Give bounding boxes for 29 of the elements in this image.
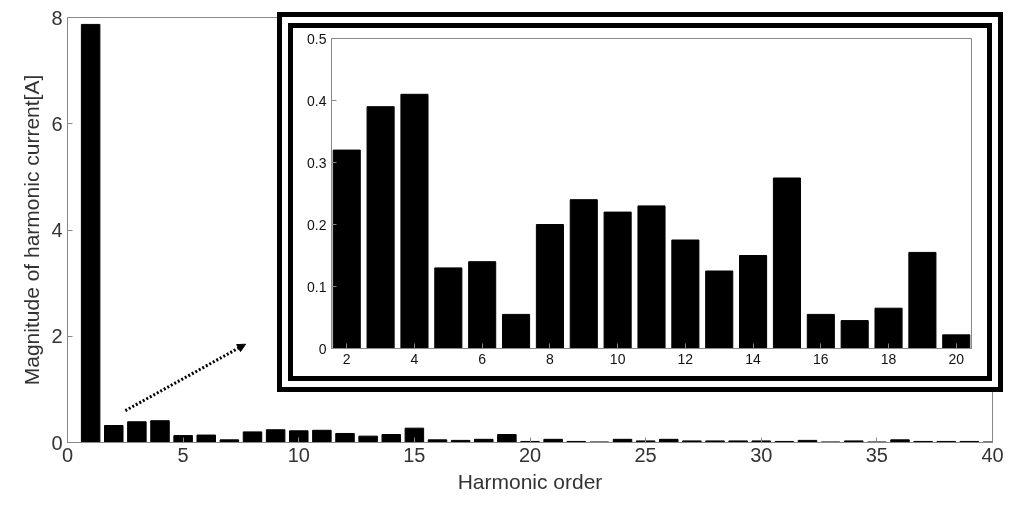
x-tick-label: 5	[177, 443, 189, 466]
x-axis-title: Harmonic order	[457, 469, 603, 493]
y-tick-label: 4	[51, 219, 63, 241]
x-tick-label: 10	[609, 350, 626, 367]
x-tick-label: 18	[880, 350, 897, 367]
y-tick-label: 0.3	[307, 154, 327, 171]
y-axis-title: Magnitude of harmonic current[A]	[20, 74, 44, 386]
y-tick-label: 0.2	[307, 216, 327, 233]
y-tick-label: 2	[51, 325, 63, 348]
x-tick-label: 20	[948, 350, 965, 367]
x-tick-label: 40	[981, 443, 1004, 466]
x-tick-label: 15	[403, 443, 426, 466]
y-tick-label: 0.4	[307, 92, 327, 109]
y-tick-label: 0.1	[307, 278, 327, 295]
x-tick-label: 6	[478, 350, 487, 367]
x-tick-label: 14	[745, 350, 762, 367]
x-tick-label: 4	[410, 350, 419, 367]
x-tick-label: 35	[865, 443, 888, 466]
y-tick-label: 6	[51, 112, 63, 135]
x-tick-label: 16	[813, 350, 829, 367]
x-tick-label: 12	[677, 350, 694, 367]
x-tick-label: 25	[634, 443, 657, 466]
x-tick-label: 10	[287, 443, 310, 466]
x-tick-label: 8	[546, 350, 555, 367]
y-tick-label: 0.5	[307, 30, 327, 47]
x-tick-label: 30	[750, 443, 773, 466]
x-tick-label: 20	[518, 443, 542, 466]
x-tick-label: 2	[342, 350, 351, 367]
y-tick-label: 8	[51, 6, 63, 29]
